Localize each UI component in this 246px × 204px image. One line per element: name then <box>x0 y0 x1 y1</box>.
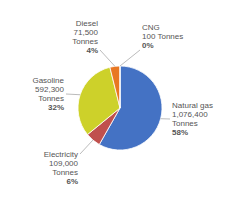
svg-text:Electricity: Electricity <box>44 150 78 159</box>
svg-text:592,300: 592,300 <box>35 85 64 94</box>
svg-text:Natural gas: Natural gas <box>172 101 213 110</box>
svg-text:6%: 6% <box>66 177 78 186</box>
svg-text:Tonnes: Tonnes <box>72 37 98 46</box>
svg-text:4%: 4% <box>86 46 98 55</box>
svg-text:Tonnes: Tonnes <box>172 119 198 128</box>
svg-text:Tonnes: Tonnes <box>52 168 78 177</box>
svg-text:71,500: 71,500 <box>74 28 99 37</box>
svg-text:1,076,400: 1,076,400 <box>172 110 208 119</box>
svg-text:0%: 0% <box>142 41 154 50</box>
svg-text:58%: 58% <box>172 128 188 137</box>
svg-text:CNG: CNG <box>142 23 160 32</box>
svg-text:Gasoline: Gasoline <box>32 76 64 85</box>
svg-text:100 Tonnes: 100 Tonnes <box>142 32 183 41</box>
svg-text:Diesel: Diesel <box>76 19 98 28</box>
svg-text:109,000: 109,000 <box>49 159 78 168</box>
svg-text:Tonnes: Tonnes <box>38 94 64 103</box>
svg-text:32%: 32% <box>48 103 64 112</box>
